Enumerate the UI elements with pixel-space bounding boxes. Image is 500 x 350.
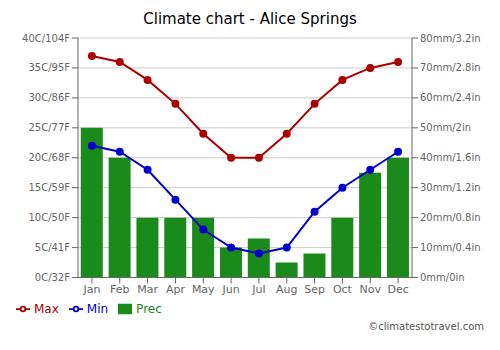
svg-text:40C/104F: 40C/104F — [22, 33, 70, 44]
html-text:©climatestotravel.com: ©climatestotravel.com — [368, 321, 484, 332]
svg-text:Nov: Nov — [360, 283, 382, 296]
svg-text:35C/95F: 35C/95F — [28, 62, 70, 73]
svg-text:60mm/2.4in: 60mm/2.4in — [420, 92, 481, 103]
svg-text:15C/59F: 15C/59F — [28, 182, 70, 193]
svg-text:30C/86F: 30C/86F — [28, 92, 70, 103]
svg-text:May: May — [192, 283, 215, 296]
svg-text:10C/50F: 10C/50F — [28, 212, 70, 223]
svg-text:70mm/2.8in: 70mm/2.8in — [420, 62, 481, 73]
svg-text:Jul: Jul — [251, 283, 265, 296]
svg-text:0mm/0in: 0mm/0in — [420, 272, 465, 283]
svg-text:Sep: Sep — [304, 283, 325, 296]
svg-text:0C/32F: 0C/32F — [35, 272, 70, 283]
svg-text:Jan: Jan — [82, 283, 100, 296]
html-text:Prec: Prec — [136, 301, 162, 316]
svg-text:Aug: Aug — [276, 283, 297, 296]
svg-text:40mm/1.6in: 40mm/1.6in — [420, 152, 481, 163]
svg-text:Mar: Mar — [137, 283, 158, 296]
svg-text:Oct: Oct — [333, 283, 353, 296]
svg-text:20mm/0.8in: 20mm/0.8in — [420, 212, 481, 223]
svg-text:20C/68F: 20C/68F — [28, 152, 70, 163]
svg-text:5C/41F: 5C/41F — [35, 242, 70, 253]
svg-text:30mm/1.2in: 30mm/1.2in — [420, 182, 481, 193]
svg-text:Apr: Apr — [166, 283, 186, 296]
svg-text:Jun: Jun — [221, 283, 239, 296]
svg-text:50mm/2in: 50mm/2in — [420, 122, 471, 133]
svg-text:25C/77F: 25C/77F — [28, 122, 70, 133]
svg-text:Dec: Dec — [387, 283, 408, 296]
html-text:Min: Min — [86, 301, 109, 316]
html-text:Max: Max — [34, 301, 59, 316]
svg-text:80mm/3.2in: 80mm/3.2in — [420, 33, 481, 44]
svg-text:10mm/0.4in: 10mm/0.4in — [420, 242, 481, 253]
svg-text:Feb: Feb — [110, 283, 129, 296]
html-text:Climate chart - Alice Springs: Climate chart - Alice Springs — [143, 10, 357, 28]
